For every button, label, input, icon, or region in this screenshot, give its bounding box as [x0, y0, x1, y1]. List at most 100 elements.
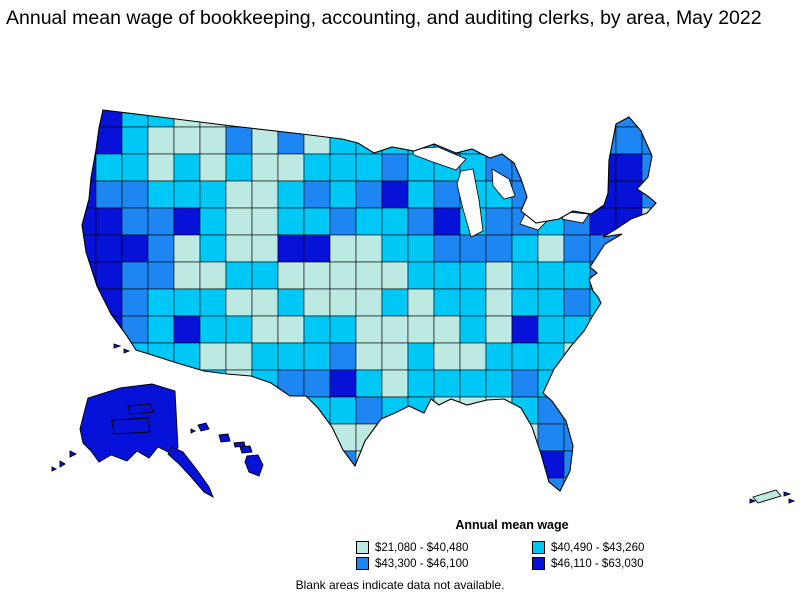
map-area-cell — [615, 126, 643, 155]
map-area-cell — [589, 423, 617, 452]
map-area-cell — [381, 261, 409, 290]
map-area-cell — [537, 126, 565, 155]
map-area-cell — [641, 207, 656, 236]
map-area-cell — [95, 207, 123, 236]
legend-swatch-class-3 — [356, 557, 369, 570]
map-area-cell — [511, 110, 539, 128]
map-area-cell — [147, 261, 175, 290]
map-area-cell — [589, 396, 617, 425]
aleutian-island-3 — [51, 466, 58, 472]
map-area-cell — [147, 207, 175, 236]
map-area-cell — [589, 477, 617, 491]
map-area-cell — [537, 110, 565, 128]
map-area-cell — [355, 180, 383, 209]
map-area-cell — [381, 288, 409, 317]
hawaii-kauai — [197, 422, 210, 432]
map-area-cell — [407, 369, 435, 398]
map-area-cell — [485, 110, 513, 128]
map-area-cell — [511, 450, 539, 479]
legend: Annual mean wage $21,080 - $40,480 $40,4… — [356, 518, 668, 570]
great-lake-2 — [456, 168, 484, 238]
map-area-cell — [303, 369, 331, 398]
map-area-cell — [615, 180, 643, 209]
map-area-cell — [459, 342, 487, 371]
map-area-cell — [381, 369, 409, 398]
map-area-cell — [433, 288, 461, 317]
map-area-cell — [251, 153, 279, 182]
legend-swatch-class-2 — [532, 541, 545, 554]
map-area-cell — [173, 110, 201, 128]
map-area-cell — [95, 153, 123, 182]
map-area-cell — [225, 396, 253, 425]
map-area-cell — [303, 110, 331, 128]
map-area-cell — [407, 234, 435, 263]
map-area-cell — [381, 207, 409, 236]
map-area-cell — [537, 234, 565, 263]
map-area-cell — [82, 261, 97, 290]
map-area-cell — [225, 110, 253, 128]
map-area-cell — [225, 342, 253, 371]
map-area-cell — [121, 315, 149, 344]
map-area-cell — [407, 315, 435, 344]
map-area-cell — [641, 342, 656, 371]
map-area-cell — [329, 369, 357, 398]
map-area-cell — [407, 180, 435, 209]
map-area-cell — [277, 450, 305, 479]
map-area-cell — [641, 110, 656, 128]
puerto-rico — [752, 489, 782, 504]
legend-item-class-1: $21,080 - $40,480 — [356, 541, 532, 554]
map-area-cell — [277, 369, 305, 398]
map-area-cell — [407, 261, 435, 290]
map-area-cell — [277, 423, 305, 452]
map-area-cell — [95, 234, 123, 263]
map-area-cell — [563, 110, 591, 128]
map-area-cell — [537, 315, 565, 344]
map-area-cell — [433, 234, 461, 263]
map-area-cell — [615, 450, 643, 479]
legend-label-class-2: $40,490 - $43,260 — [551, 541, 645, 554]
map-area-cell — [82, 342, 97, 371]
map-area-cell — [485, 288, 513, 317]
map-area-cell — [511, 288, 539, 317]
map-area-cell — [277, 315, 305, 344]
map-area-cell — [329, 315, 357, 344]
map-area-cell — [121, 234, 149, 263]
map-area-cell — [173, 288, 201, 317]
map-area-cell — [485, 234, 513, 263]
map-area-cell — [641, 126, 656, 155]
map-area-cell — [173, 396, 201, 425]
map-area-cell — [563, 288, 591, 317]
map-area-cell — [511, 396, 539, 425]
map-area-cell — [381, 126, 409, 155]
great-lake-1 — [411, 146, 467, 171]
map-area-cell — [303, 180, 331, 209]
map-area-cell — [225, 126, 253, 155]
map-area-cell — [355, 288, 383, 317]
map-area-cell — [537, 423, 565, 452]
map-area-cell — [459, 261, 487, 290]
page-title: Annual mean wage of bookkeeping, account… — [6, 7, 762, 29]
map-area-cell — [668, 451, 694, 478]
legend-item-class-4: $46,110 - $63,030 — [532, 557, 668, 570]
map-area-cell — [82, 153, 97, 182]
map-area-cell — [381, 315, 409, 344]
map-area-cell — [433, 207, 461, 236]
map-area-cell — [251, 423, 279, 452]
map-area-cell — [329, 110, 357, 128]
map-area-cell — [641, 234, 656, 263]
map-area-cell — [641, 315, 656, 344]
map-area-cell — [589, 342, 617, 371]
map-area-cell — [303, 342, 331, 371]
map-area-cell — [95, 477, 123, 491]
map-area-cell — [589, 153, 617, 182]
map-area-cell — [277, 477, 305, 491]
map-area-cell — [303, 450, 331, 479]
hawaii-oahu — [218, 433, 231, 443]
map-area-cell — [173, 369, 201, 398]
map-area-cell — [589, 288, 617, 317]
mainland-outline — [81, 109, 657, 492]
map-area-cell — [668, 370, 694, 397]
map-area-cell — [668, 478, 694, 505]
map-area-cell — [277, 180, 305, 209]
